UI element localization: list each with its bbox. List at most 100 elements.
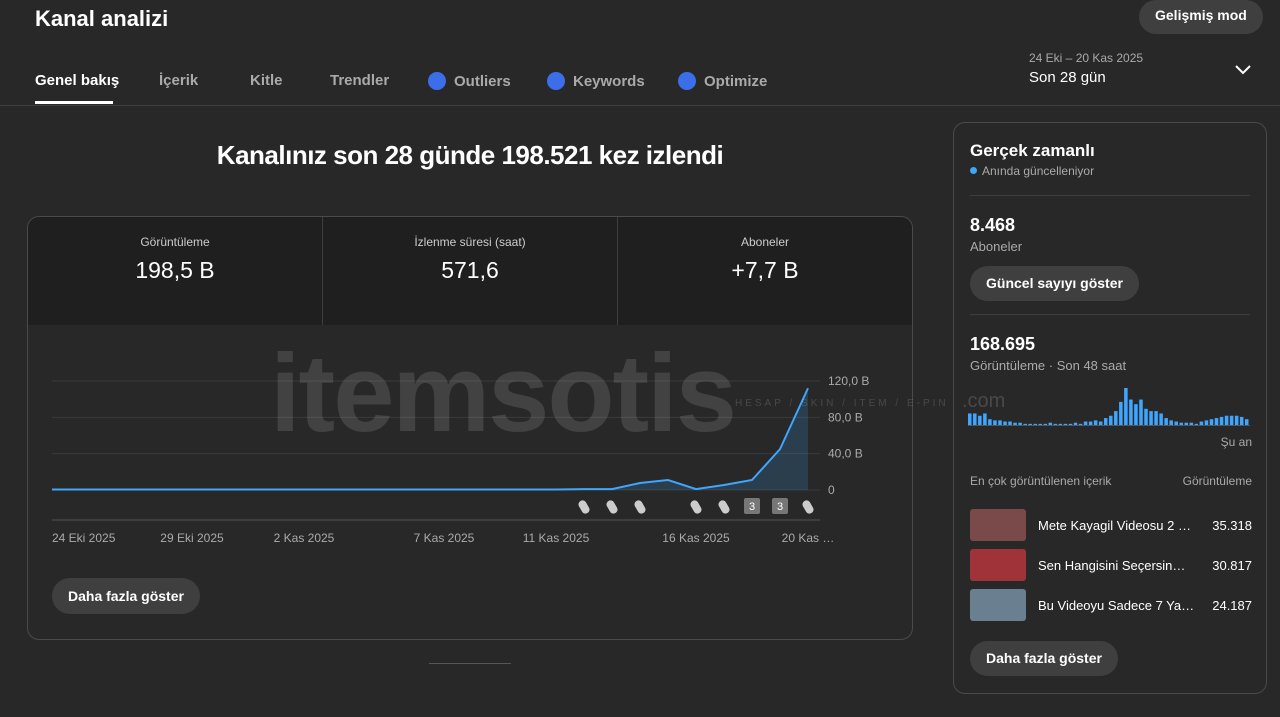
tab[interactable]: Kitle [250,72,283,89]
upload-badge-label: 3 [749,501,755,513]
watermark-domain: .com [962,390,1006,412]
bar [1244,419,1249,425]
bar [1023,423,1027,425]
tab[interactable]: Optimize [678,72,767,90]
bar [1103,418,1108,425]
headline: Kanalınız son 28 günde 198.521 kez izlen… [216,140,724,170]
divider [429,663,511,664]
bar [1073,422,1078,425]
y-tick-label: 120,0 B [828,374,869,388]
divider [617,217,618,325]
metric-label: İzlenme süresi (saat) [414,235,526,249]
tab-label: Optimize [704,73,768,90]
bar [978,415,982,425]
bar [1083,421,1088,425]
bar [1018,422,1022,425]
shorts-icon [606,500,618,514]
thumbnail[interactable] [970,549,1026,581]
more-button[interactable]: Daha fazla göster [52,578,200,614]
metric-value: +7,7 B [731,257,799,283]
bar [1159,413,1163,425]
shorts-glyph [802,500,814,514]
top-content-header: En çok görüntülenen içerik [970,474,1112,488]
more-button[interactable]: Daha fazla göster [970,641,1118,676]
bar [1003,421,1007,425]
realtime-chart [968,388,1250,426]
content-title[interactable]: Bu Videoyu Sadece 7 Ya… [1038,598,1195,613]
bar [1129,399,1133,425]
bar [1028,423,1032,425]
y-tick-label: 80,0 B [828,410,863,424]
tab-indicator [35,101,113,104]
shorts-icon [718,500,730,514]
x-tick-label: 20 Kas … [782,531,835,545]
content-title[interactable]: Mete Kayagil Videosu 2 … [1038,518,1191,533]
bar [1154,411,1158,425]
bar [1063,423,1068,425]
shorts-glyph [634,500,646,514]
metrics-row [28,217,912,325]
divider [970,314,1250,315]
bar [1194,423,1199,425]
bar [1219,416,1224,425]
page-title: Kanal analizi [35,6,169,31]
tab[interactable]: Keywords [547,72,645,90]
x-tick-label: 24 Eki 2025 [52,531,116,545]
y-tick-label: 0 [828,483,835,497]
shorts-glyph [606,500,618,514]
bar [1139,399,1143,425]
bar [1239,416,1244,425]
divider [970,195,1250,196]
thumbnail[interactable] [970,589,1026,621]
date-range: 24 Eki – 20 Kas 2025 [1029,51,1144,65]
shorts-glyph [578,500,590,514]
bar [1038,423,1043,425]
bar [1229,415,1234,425]
subscriber-label: Aboneler [970,239,1023,254]
x-tick-label: 11 Kas 2025 [523,531,590,545]
realtime-subtitle: Anında güncelleniyor [982,164,1095,178]
shorts-icon [578,500,590,514]
views-chart: 0 40,0 B 80,0 B 120,0 B 24 Eki 2025 29 Eki 20… [52,374,869,545]
bar [988,419,992,425]
bar [1179,422,1184,425]
content-title[interactable]: Sen Hangisini Seçersin… [1038,558,1186,573]
tab[interactable]: Outliers [428,72,511,90]
now-label: Şu an [1220,435,1252,449]
show-count-button[interactable]: Güncel sayıyı göster [970,266,1139,301]
x-tick-label: 2 Kas 2025 [274,531,335,545]
y-tick-label: 40,0 B [828,447,863,461]
tab[interactable]: Genel bakış [35,72,120,89]
views-label: Görüntüleme · Son 48 saat [970,358,1127,373]
bar [1093,420,1098,425]
overview-card: Görüntüleme 198,5 B İzlenme süresi (saat… [27,216,913,640]
tab[interactable]: İçerik [159,72,199,89]
upload-badge [772,498,788,514]
watermark-tagline: HESAP / SKIN / ITEM / E-PIN [735,398,949,409]
bar [983,413,987,425]
divider [0,105,1280,106]
bar [1174,421,1178,425]
thumbnail[interactable] [970,509,1026,541]
bar [1169,420,1173,425]
divider [322,217,323,325]
upload-badge-label: 3 [777,501,783,513]
realtime-card: Gerçek zamanlı Anında güncelleniyor 8.46… [953,122,1267,694]
bar [1008,421,1012,425]
content-views: 24.187 [1212,598,1252,613]
tab[interactable]: Trendler [330,72,390,89]
bar [1224,415,1229,425]
bar [973,413,977,425]
dropdown-icon[interactable] [1234,64,1252,76]
bar [1204,420,1209,425]
bar [1144,408,1148,425]
realtime-title: Gerçek zamanlı [970,141,1095,160]
bar [1214,418,1219,425]
advanced-mode-button[interactable]: Gelişmiş mod [1139,0,1263,34]
upload-badge [744,498,760,514]
metric-label: Görüntüleme [140,235,210,249]
bar [1048,422,1053,425]
bar [968,413,972,425]
bar [1078,423,1083,425]
shorts-icon [634,500,646,514]
